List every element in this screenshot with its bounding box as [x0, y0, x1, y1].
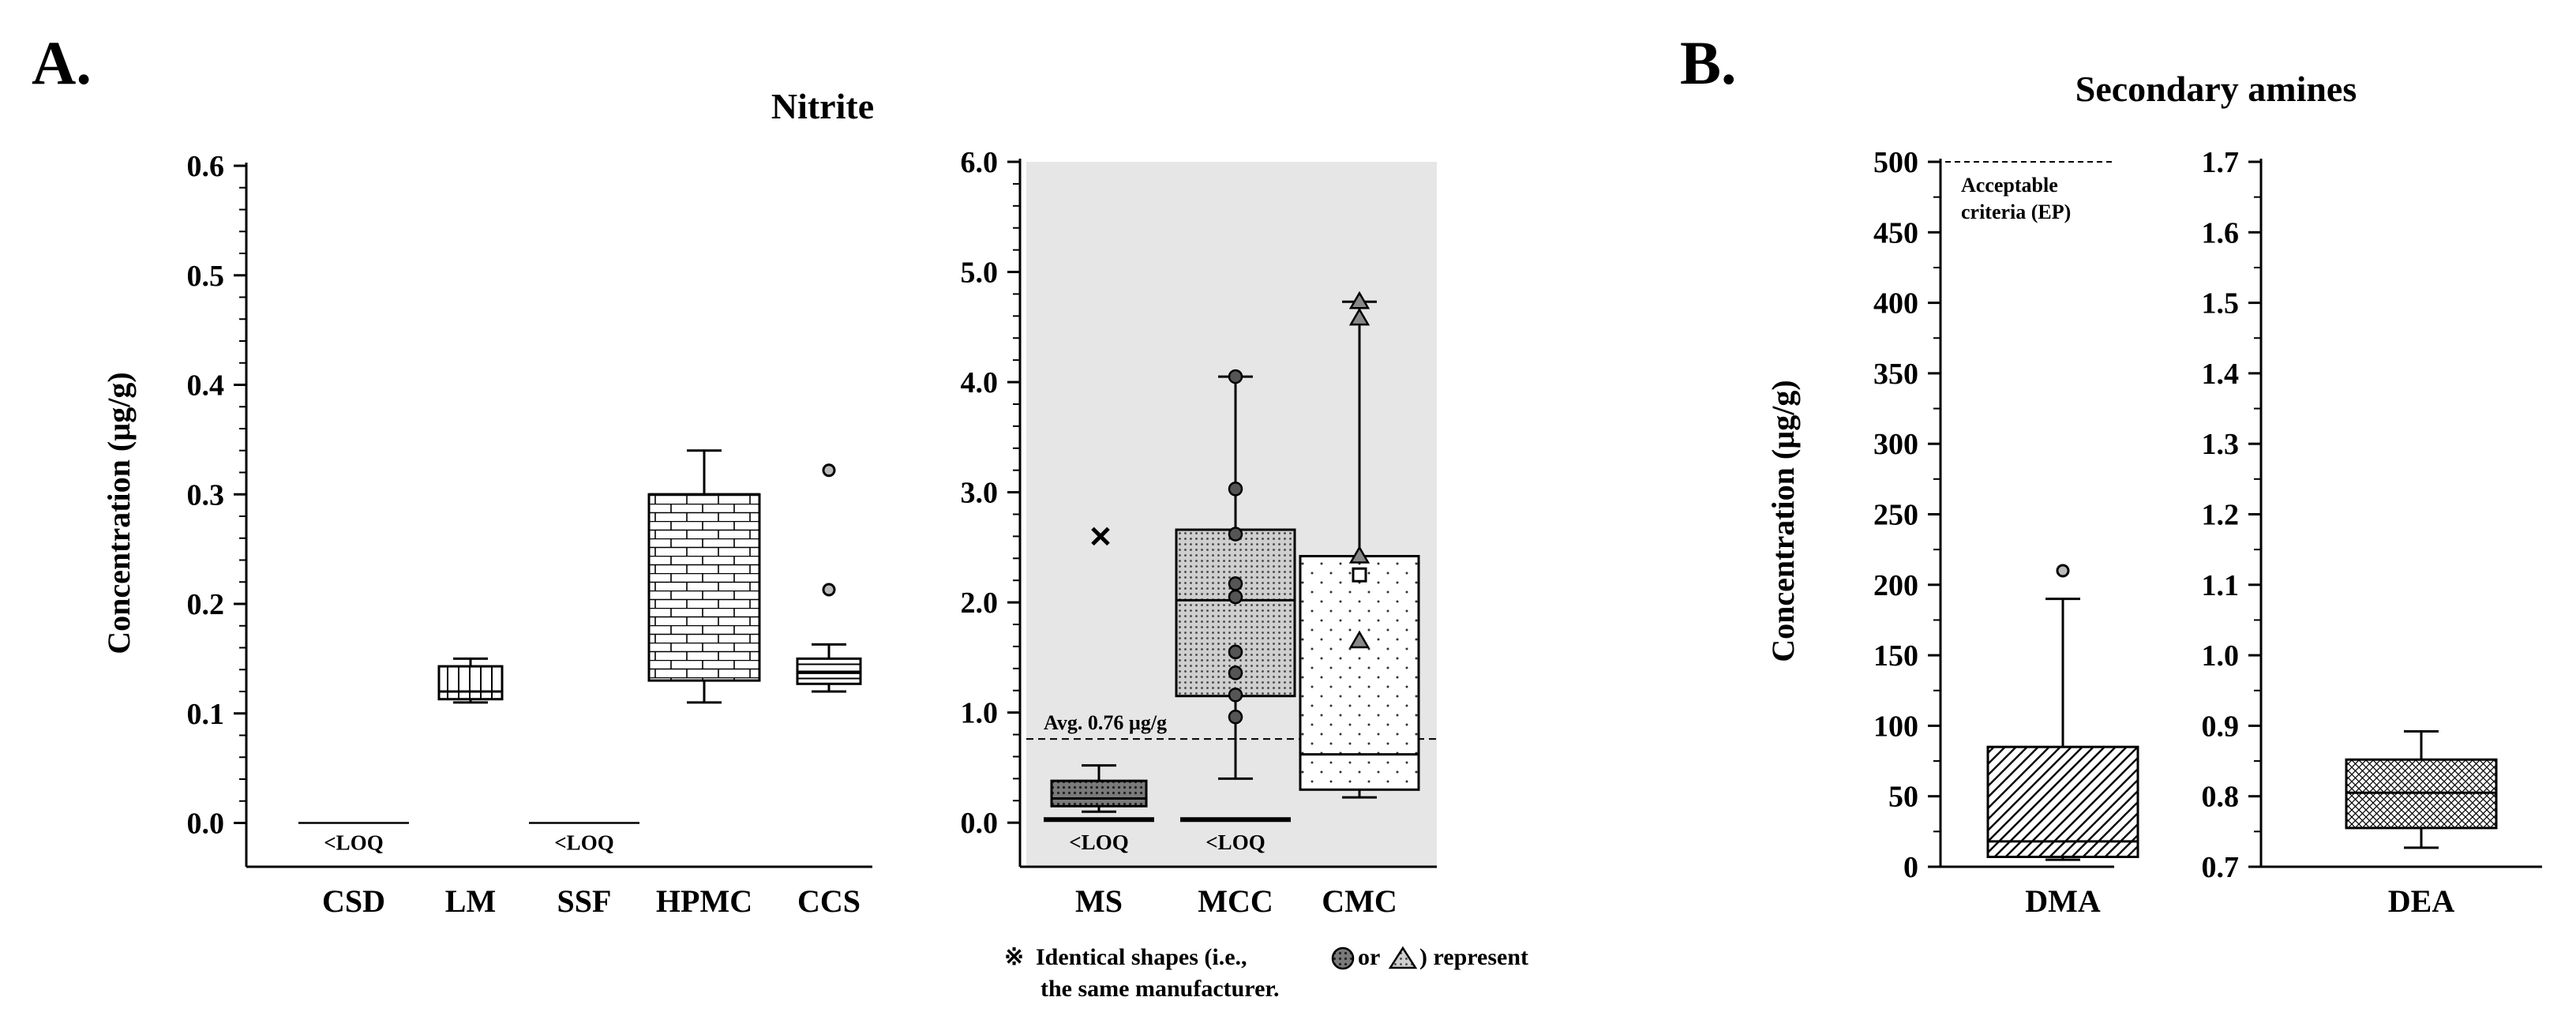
data-point-triangle — [1348, 545, 1370, 564]
footnote-line1-end: ) represent — [1419, 944, 1528, 970]
box-ms — [1050, 779, 1148, 808]
nitrite-y-axis-label: Concentration (µg/g) — [101, 372, 137, 654]
footnote-symbol: ※ — [1004, 944, 1024, 970]
footnote-line2: the same manufacturer. — [1041, 976, 1279, 1002]
y-tick-label: 0.6 — [187, 150, 225, 183]
x-category-label: MS — [1075, 883, 1123, 919]
loq-label: <LOQ — [1069, 830, 1128, 854]
footnote-line1: Identical shapes (i.e., — [1036, 944, 1247, 970]
y-tick-label: 0.7 — [2202, 851, 2240, 884]
nitrite-title: Nitrite — [771, 86, 874, 126]
data-point-circle — [1228, 589, 1243, 605]
y-tick-label: 1.5 — [2202, 287, 2240, 320]
x-category-label: CCS — [797, 883, 861, 919]
panel-label-a: A. — [32, 28, 92, 97]
box-cmc — [1299, 555, 1420, 791]
amines-dma-chart: 0 50 100 150 200 250 300 350 400 450 500 Acceptable… — [1873, 146, 2139, 919]
data-point-circle — [1228, 369, 1243, 384]
data-point-circle — [1228, 688, 1243, 703]
y-tick-label: 250 — [1873, 499, 1918, 532]
x-category-label: LM — [445, 883, 496, 919]
y-tick-label: 0.0 — [187, 808, 225, 841]
box-ccs — [796, 657, 862, 685]
y-tick-label: 200 — [1873, 569, 1918, 602]
footnote-or: or — [1358, 944, 1380, 970]
data-point-circle — [1228, 527, 1243, 542]
data-point-circle — [1228, 665, 1243, 680]
y-tick-label: 50 — [1888, 781, 1918, 814]
data-point-triangle — [1348, 630, 1370, 649]
x-category-label: MCC — [1198, 883, 1273, 919]
average-line-label: Avg. 0.76 µg/g — [1044, 711, 1167, 734]
amines-dea-chart: 0.7 0.8 0.9 1.0 1.1 1.2 1.3 1.4 1.5 1.6 1.7 DEA — [2202, 146, 2542, 919]
y-tick-label: 0.3 — [187, 478, 225, 512]
y-tick-label: 2.0 — [961, 587, 999, 620]
box-hpmc — [647, 493, 761, 682]
data-point-triangle — [1348, 307, 1370, 326]
y-tick-label: 300 — [1873, 428, 1918, 461]
y-tick-label: 1.2 — [2202, 499, 2240, 532]
loq-label: <LOQ — [1206, 830, 1265, 854]
y-tick-label: 4.0 — [961, 366, 999, 399]
outlier-point — [2056, 564, 2070, 578]
y-tick-label: 6.0 — [961, 146, 999, 179]
y-tick-label: 1.1 — [2202, 569, 2240, 602]
y-tick-label: 1.7 — [2202, 146, 2240, 179]
x-category-label: CMC — [1322, 883, 1397, 919]
outlier-point — [822, 583, 836, 597]
amines-title: Secondary amines — [2075, 69, 2357, 109]
data-point-circle — [1228, 482, 1243, 497]
data-point-circle — [1228, 576, 1243, 591]
y-tick-label: 100 — [1873, 710, 1918, 743]
box-lm — [437, 665, 504, 701]
y-tick-label: 400 — [1873, 287, 1918, 320]
y-tick-label: 0.9 — [2202, 710, 2240, 743]
y-tick-label: 5.0 — [961, 257, 999, 290]
y-tick-label: 1.6 — [2202, 216, 2240, 249]
y-tick-label: 0.2 — [187, 588, 225, 621]
y-tick-label: 0.1 — [187, 698, 225, 731]
data-point-circle — [1228, 709, 1243, 725]
y-tick-label: 1.0 — [961, 697, 999, 730]
y-tick-label: 500 — [1873, 146, 1918, 179]
y-tick-label: 1.3 — [2202, 428, 2240, 461]
acceptance-criteria-label: Acceptable — [1961, 174, 2058, 197]
data-point-circle — [1228, 644, 1243, 660]
y-tick-label: 150 — [1873, 639, 1918, 673]
y-tick-label: 0.4 — [187, 369, 225, 403]
y-tick-label: 0 — [1903, 851, 1918, 884]
outlier-point — [822, 463, 836, 478]
y-tick-label: 1.4 — [2202, 358, 2240, 391]
x-category-label: DMA — [2025, 883, 2101, 919]
loq-label: <LOQ — [324, 831, 383, 855]
footnote-triangle-icon — [1388, 946, 1418, 969]
footnote-circle-icon — [1331, 946, 1355, 970]
y-tick-label: 0.8 — [2202, 781, 2240, 814]
data-point-square — [1352, 567, 1367, 583]
y-tick-label: 3.0 — [961, 477, 999, 510]
y-tick-label: 1.0 — [2202, 639, 2240, 673]
footnote: ※ Identical shapes (i.e., or ) represent… — [1004, 944, 1528, 1002]
x-category-label: CSD — [322, 883, 385, 919]
x-category-label: HPMC — [656, 883, 752, 919]
data-point-triangle — [1348, 290, 1370, 309]
x-category-label: DEA — [2388, 883, 2455, 919]
outlier-x-marker — [1091, 527, 1110, 546]
y-tick-label: 0.0 — [961, 807, 999, 840]
amines-y-axis-label: Concentration (µg/g) — [1765, 380, 1801, 662]
box-dma — [1986, 745, 2139, 858]
y-tick-label: 0.5 — [187, 260, 225, 293]
nitrite-left-chart: 0.0 0.1 0.2 0.3 0.4 0.5 0.6 CSD LM SSF HPMC CCS <LOQ… — [187, 150, 872, 919]
nitrite-right-chart: 0.0 1.0 2.0 3.0 4.0 5.0 6.0 Avg. 0.76 µg/g MS MCC… — [961, 146, 1437, 919]
x-category-label: SSF — [557, 883, 612, 919]
panel-label-b: B. — [1680, 28, 1737, 97]
y-tick-label: 350 — [1873, 358, 1918, 391]
acceptance-criteria-label: criteria (EP) — [1961, 201, 2071, 223]
loq-label: <LOQ — [554, 831, 613, 855]
y-tick-label: 450 — [1873, 216, 1918, 249]
